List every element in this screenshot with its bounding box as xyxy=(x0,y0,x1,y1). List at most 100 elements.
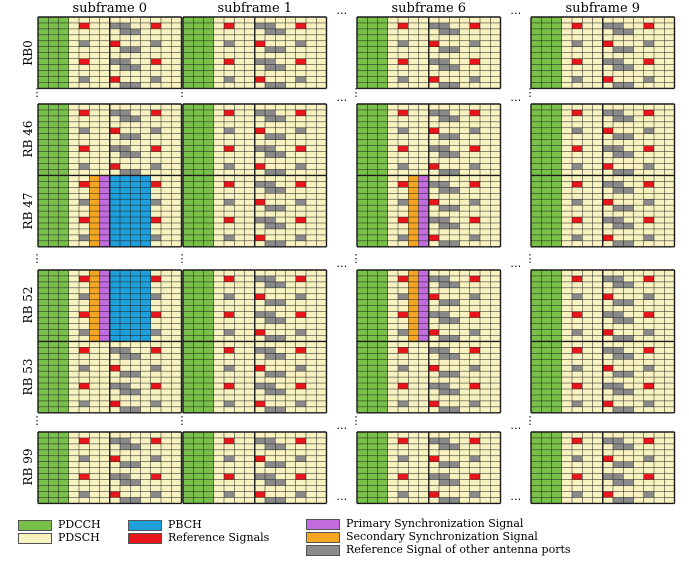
resource-element xyxy=(99,305,110,312)
resource-element xyxy=(203,485,214,492)
resource-element xyxy=(48,455,59,462)
resource-element xyxy=(58,187,69,194)
resource-element xyxy=(130,317,141,324)
resource-element xyxy=(48,432,59,438)
resource-element xyxy=(161,400,172,407)
resource-element xyxy=(623,157,634,164)
resource-element xyxy=(480,109,491,116)
resource-element xyxy=(377,52,388,59)
resource-element xyxy=(130,455,141,462)
resource-element xyxy=(306,317,317,324)
resource-element xyxy=(109,223,120,229)
resource-element xyxy=(285,187,296,194)
resource-element xyxy=(387,347,398,354)
resource-element xyxy=(459,347,470,354)
resource-element xyxy=(398,432,409,438)
resource-element xyxy=(531,406,542,413)
resource-element xyxy=(140,275,151,282)
resource-element xyxy=(408,275,419,282)
resource-element xyxy=(306,175,317,182)
resource-element xyxy=(275,353,286,360)
resource-element xyxy=(58,287,69,294)
resource-element xyxy=(592,17,603,23)
resource-element xyxy=(171,22,182,29)
resource-element xyxy=(531,46,542,53)
resource-element xyxy=(265,329,276,336)
resource-element xyxy=(572,205,583,212)
resource-element xyxy=(490,104,501,110)
resource-element xyxy=(254,437,265,444)
resource-element xyxy=(398,497,409,504)
resource-element xyxy=(367,473,378,480)
resource-element xyxy=(572,449,583,456)
resource-element xyxy=(130,17,141,23)
resource-element xyxy=(592,281,603,288)
resource-element xyxy=(295,52,306,59)
resource-element xyxy=(408,347,419,354)
resource-element xyxy=(377,205,388,212)
resource-element xyxy=(265,76,276,83)
resource-element xyxy=(150,76,161,83)
resource-element xyxy=(623,317,634,324)
resource-element xyxy=(203,82,214,89)
resource-element xyxy=(58,311,69,318)
resource-element xyxy=(254,347,265,354)
resource-element xyxy=(224,497,235,504)
resource-element xyxy=(193,432,204,438)
resource-element xyxy=(490,287,501,294)
resource-element xyxy=(377,479,388,486)
resource-element xyxy=(531,359,542,366)
resource-element xyxy=(120,317,131,324)
resource-element xyxy=(408,151,419,158)
resource-element xyxy=(254,473,265,480)
resource-element xyxy=(551,46,562,53)
resource-element xyxy=(613,52,624,59)
resource-element xyxy=(316,145,327,152)
resource-element xyxy=(316,40,327,47)
resource-element xyxy=(377,281,388,288)
resource-element xyxy=(469,109,480,116)
resource-element xyxy=(140,479,151,486)
resource-element xyxy=(213,479,224,486)
resource-element xyxy=(439,139,450,146)
resource-element xyxy=(572,299,583,306)
resource-element xyxy=(469,437,480,444)
resource-element xyxy=(613,187,624,194)
resource-element xyxy=(130,270,141,276)
resource-element xyxy=(551,377,562,384)
resource-element xyxy=(161,287,172,294)
resource-element xyxy=(161,127,172,134)
resource-element xyxy=(68,22,79,29)
resource-element xyxy=(531,491,542,498)
resource-element xyxy=(664,82,675,89)
resource-element xyxy=(79,22,90,29)
resource-element xyxy=(203,299,214,306)
resource-element xyxy=(109,199,120,206)
resource-element xyxy=(654,377,665,384)
resource-element xyxy=(183,353,194,360)
resource-element xyxy=(120,329,131,336)
resource-element xyxy=(213,365,224,372)
resource-element xyxy=(150,22,161,29)
resource-element xyxy=(275,437,286,444)
resource-element xyxy=(654,169,665,176)
resource-element xyxy=(592,437,603,444)
resource-element xyxy=(295,157,306,164)
resource-element xyxy=(408,323,419,330)
resource-element xyxy=(582,40,593,47)
resource-element xyxy=(213,58,224,65)
resource-element xyxy=(592,169,603,176)
resource-element xyxy=(140,28,151,35)
resource-element xyxy=(418,311,429,318)
resource-element xyxy=(48,211,59,218)
resource-element xyxy=(469,347,480,354)
resource-element xyxy=(582,353,593,360)
resource-element xyxy=(295,323,306,330)
resource-element xyxy=(79,109,90,116)
resource-element xyxy=(623,82,634,89)
resource-element xyxy=(418,28,429,35)
resource-element xyxy=(592,406,603,413)
resource-element xyxy=(449,406,460,413)
resource-element xyxy=(613,145,624,152)
resource-element xyxy=(480,473,491,480)
